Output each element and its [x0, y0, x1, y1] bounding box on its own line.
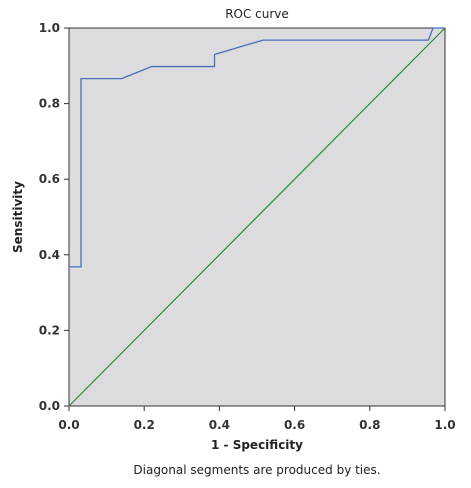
x-tick-label: 0.2: [134, 418, 155, 432]
y-tick-label: 0.0: [39, 399, 60, 413]
chart-footnote: Diagonal segments are produced by ties.: [133, 463, 380, 477]
roc-curve-line: [69, 27, 445, 268]
reference-diagonal-line: [68, 27, 446, 407]
x-tick-label: 0.0: [58, 418, 79, 432]
y-axis-ticks: 0.0 0.2 0.4 0.6 0.8 1.0: [39, 21, 69, 413]
chart-title: ROC curve: [225, 7, 289, 21]
y-tick-label: 0.2: [39, 323, 60, 337]
x-tick-label: 1.0: [434, 418, 455, 432]
y-tick-label: 0.4: [39, 248, 60, 262]
x-tick-label: 0.6: [284, 418, 305, 432]
y-axis-label: Sensitivity: [11, 181, 25, 253]
y-tick-label: 0.6: [39, 172, 60, 186]
x-axis-label: 1 - Specificity: [211, 438, 303, 452]
x-tick-label: 0.4: [209, 418, 230, 432]
y-tick-label: 1.0: [39, 21, 60, 35]
x-axis-ticks: 0.0 0.2 0.4 0.6 0.8 1.0: [58, 406, 456, 432]
y-tick-label: 0.8: [39, 97, 60, 111]
x-tick-label: 0.8: [359, 418, 380, 432]
